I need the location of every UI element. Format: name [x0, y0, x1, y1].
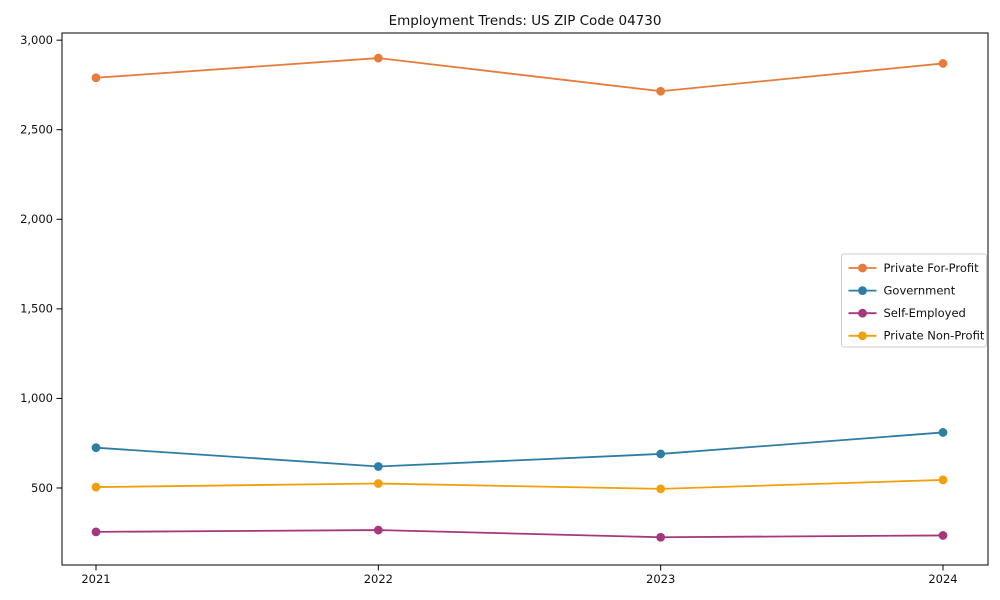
series-line-government	[95, 431, 944, 468]
x-tick-label: 2021	[81, 572, 110, 586]
data-point-private-non-profit-2024	[938, 475, 948, 485]
x-tick-label: 2023	[646, 572, 675, 586]
data-point-government-2023	[656, 449, 666, 459]
legend-label: Private Non-Profit	[884, 329, 985, 343]
legend-marker-dot	[858, 331, 867, 341]
legend-marker-dot	[858, 308, 867, 318]
series-line-private-for-profit	[95, 57, 944, 93]
legend-label: Self-Employed	[884, 306, 966, 320]
y-tick-label: 500	[31, 481, 53, 495]
x-tick-label: 2024	[928, 572, 957, 586]
legend-marker-dot	[858, 286, 867, 295]
legend-item-self-employed: Self-Employed	[848, 306, 966, 320]
series-line-private-non-profit	[95, 479, 944, 490]
plot-border	[61, 32, 989, 566]
data-point-private-for-profit-2022	[373, 53, 383, 63]
legend-item-private-non-profit: Private Non-Profit	[848, 329, 985, 343]
legend-label: Private For-Profit	[884, 261, 980, 275]
data-point-government-2024	[938, 428, 948, 437]
data-point-self-employed-2021	[91, 527, 101, 537]
y-tick-label: 2,500	[20, 123, 53, 137]
data-point-self-employed-2024	[938, 531, 948, 540]
legend-box	[841, 253, 987, 348]
data-point-government-2021	[91, 443, 101, 453]
y-tick-label: 3,000	[20, 33, 53, 47]
y-tick-label: 1,500	[20, 302, 53, 316]
data-point-self-employed-2022	[373, 525, 383, 535]
legend-label: Government	[884, 284, 956, 298]
y-axis: 500 1,000 1,500 2,000 2,500 3,000	[20, 33, 62, 495]
data-point-private-for-profit-2023	[656, 86, 666, 96]
x-axis: 2021 2022 2023 2024	[81, 565, 958, 586]
chart-title: Employment Trends: US ZIP Code 04730	[389, 13, 662, 29]
legend-marker-dot	[858, 263, 867, 273]
y-tick-label: 2,000	[20, 212, 53, 226]
data-point-government-2022	[373, 462, 383, 471]
legend-item-private-for-profit: Private For-Profit	[848, 261, 980, 275]
data-point-private-non-profit-2022	[373, 479, 383, 488]
data-point-private-non-profit-2023	[656, 484, 666, 494]
data-point-private-for-profit-2021	[91, 73, 101, 83]
y-tick-label: 1,000	[20, 391, 53, 405]
data-point-private-non-profit-2021	[91, 482, 101, 492]
data-point-private-for-profit-2024	[938, 59, 948, 68]
legend-item-government: Government	[848, 284, 956, 298]
series-line-self-employed	[95, 529, 944, 539]
data-point-self-employed-2023	[656, 532, 666, 542]
x-tick-label: 2022	[364, 572, 393, 586]
legend: Private For-Profit Government Self-Employe…	[841, 253, 987, 348]
series-layer	[91, 53, 948, 542]
